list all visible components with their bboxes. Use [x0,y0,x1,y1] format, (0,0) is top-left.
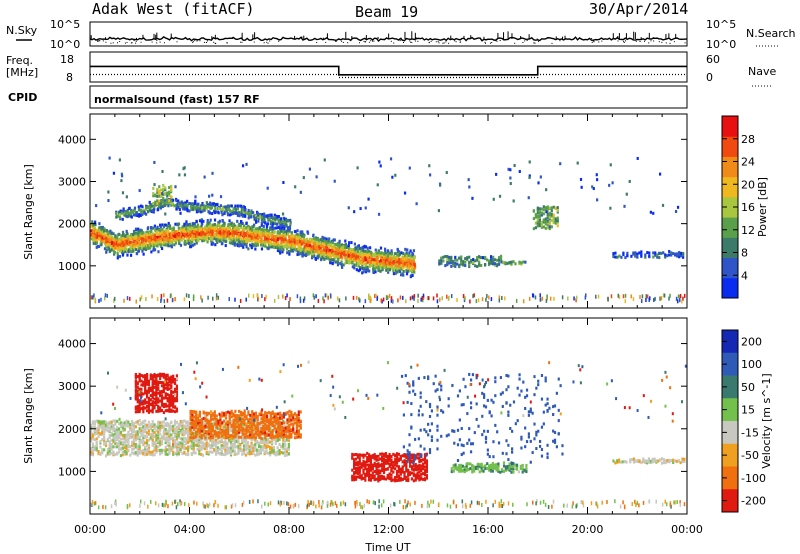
velocity-colorbar-tick: 50 [741,381,755,394]
y-tick-label: 3000 [58,175,86,188]
x-tick-label: 00:00 [74,523,106,536]
freq-tick-top: 18 [60,53,74,66]
power-x-ticks [89,114,688,308]
y-tick-label: 2000 [58,423,86,436]
power-colorbar-tick: 16 [741,201,755,214]
y-tick-label: 1000 [58,260,86,273]
x-axis-label: Time UT [364,541,410,554]
freq-unit-label: [MHz] [6,66,38,79]
nave-tick-top: 60 [706,53,720,66]
velocity-colorbar: 200 100 50 15 -15 -50 -100 -200 Velocity [m s^-… [721,329,773,513]
power-y-label: Slant Range [km] [22,164,35,260]
noise-right-tick-bottom: 10^0 [706,38,736,51]
y-tick-label: 1000 [58,465,86,478]
noise-left-tick-bottom: 10^0 [50,38,80,51]
x-tick-label: 16:00 [472,523,504,536]
y-tick-label: 4000 [58,338,86,351]
velocity-colorbar-tick: 100 [741,358,762,371]
power-y-ticks: 1000 2000 3000 4000 [58,133,687,273]
noise-panel: N.Sky 10^5 10^0 10^5 10^0 N.Search [6,18,796,51]
velocity-colorbar-tick: 15 [741,404,755,417]
velocity-colorbar-tick: -50 [741,449,759,462]
noise-left-tick-top: 10^5 [50,18,80,31]
nave-tick-bottom: 0 [706,71,713,84]
cpid-label: CPID [8,91,37,104]
noise-search-label: N.Search [746,27,796,40]
cpid-value: normalsound (fast) 157 RF [94,93,260,106]
station-title: Adak West (fitACF) [92,0,255,18]
velocity-colorbar-tick: -200 [741,495,766,508]
freq-panel: Freq. [MHz] 18 8 60 0 Nave [6,51,776,87]
x-tick-label: 20:00 [572,523,604,536]
velocity-colorbar-tick: -100 [741,472,766,485]
beam-title: Beam 19 [355,3,418,21]
power-panel: 1000 2000 3000 4000 Slant Range [km] [22,113,688,309]
power-colorbar-tick: 4 [741,269,748,282]
velocity-colorbar-tick: 200 [741,335,762,348]
power-colorbar-tick: 28 [741,133,755,146]
power-colorbar-tick: 24 [741,156,755,169]
x-tick-label: 12:00 [373,523,405,536]
nave-label: Nave [748,65,776,78]
velocity-scatter [90,360,687,510]
power-colorbar-tick: 8 [741,247,748,260]
power-colorbar-label: Power [dB] [756,177,769,237]
power-colorbar-tick: 12 [741,224,755,237]
x-tick-label: 04:00 [174,523,206,536]
x-tick-labels: 00:00 04:00 08:00 12:00 16:00 20:00 00:00 [74,523,703,536]
y-tick-label: 4000 [58,133,86,146]
x-tick-label: 08:00 [273,523,305,536]
y-tick-label: 3000 [58,380,86,393]
velocity-colorbar-tick: -15 [741,426,759,439]
freq-tick-bottom: 8 [66,71,73,84]
noise-sky-label: N.Sky [6,24,38,37]
nave-line [90,73,687,79]
y-tick-label: 2000 [58,218,86,231]
freq-line [90,65,687,76]
velocity-x-ticks [89,318,688,514]
velocity-y-ticks: 1000 2000 3000 4000 [58,338,687,478]
noise-right-tick-top: 10^5 [706,18,736,31]
cpid-panel: CPID normalsound (fast) 157 RF [8,85,688,109]
date-title: 30/Apr/2014 [589,0,688,18]
velocity-y-label: Slant Range [km] [22,368,35,464]
velocity-colorbar-label: Velocity [m s^-1] [760,373,773,468]
power-colorbar: 4 8 12 16 20 24 28 Power [dB] [721,115,769,299]
freq-label: Freq. [6,54,33,67]
power-colorbar-tick: 20 [741,178,755,191]
x-tick-label: 00:00 [671,523,703,536]
noise-trace [89,31,688,44]
power-scatter [90,156,686,304]
